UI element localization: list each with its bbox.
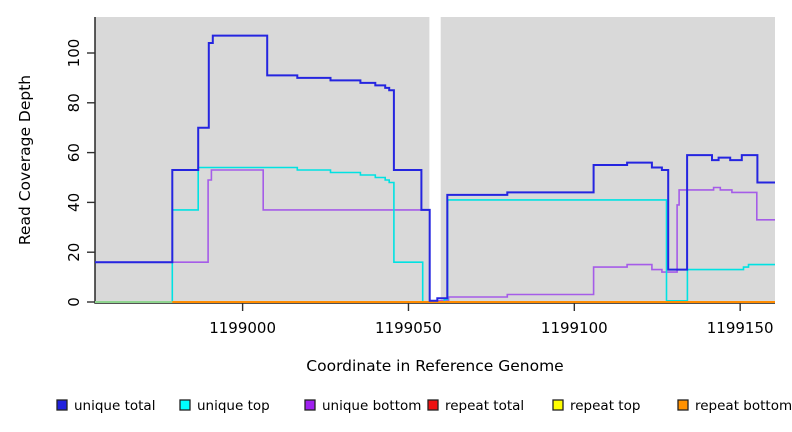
legend-item-unique-top: unique top bbox=[179, 398, 270, 414]
legend-swatch-unique-bottom bbox=[304, 399, 316, 411]
y-tick-label: 80 bbox=[65, 93, 83, 112]
x-tick-label: 1199050 bbox=[375, 319, 442, 337]
y-tick-label: 20 bbox=[65, 243, 83, 262]
legend-label: unique bottom bbox=[322, 398, 421, 414]
legend-label: unique total bbox=[74, 398, 155, 414]
legend-swatch-repeat-total bbox=[427, 399, 439, 411]
legend-item-unique-total: unique total bbox=[56, 398, 155, 414]
legend-item-repeat-top: repeat top bbox=[552, 398, 640, 414]
y-tick-label: 0 bbox=[65, 297, 83, 307]
y-tick-label: 40 bbox=[65, 193, 83, 212]
x-tick-label: 1199100 bbox=[541, 319, 608, 337]
legend: unique total unique top unique bottom repea… bbox=[56, 398, 792, 414]
legend-label: unique top bbox=[197, 398, 270, 414]
legend-item-unique-bottom: unique bottom bbox=[304, 398, 421, 414]
legend-item-repeat-bottom: repeat bottom bbox=[677, 398, 792, 414]
legend-swatch-repeat-top bbox=[552, 399, 564, 411]
legend-label: repeat total bbox=[445, 398, 524, 414]
legend-item-repeat-total: repeat total bbox=[427, 398, 524, 414]
y-axis-label: Read Coverage Depth bbox=[16, 75, 34, 245]
plot-area: 0 20 40 60 80 100 1199000 1199050 1199100 1199150 bbox=[65, 17, 775, 337]
legend-swatch-unique-top bbox=[179, 399, 191, 411]
series-unique-bottom bbox=[95, 169, 775, 302]
series-unique-top bbox=[95, 166, 775, 303]
no-data-gap-band bbox=[429, 17, 441, 302]
legend-swatch-repeat-bottom bbox=[677, 399, 689, 411]
y-tick-label: 60 bbox=[65, 143, 83, 162]
x-tick-label: 1199150 bbox=[707, 319, 774, 337]
legend-swatch-unique-total bbox=[56, 399, 68, 411]
x-axis-label: Coordinate in Reference Genome bbox=[306, 357, 563, 375]
legend-label: repeat top bbox=[570, 398, 640, 414]
series-unique-total bbox=[95, 34, 775, 302]
legend-label: repeat bottom bbox=[695, 398, 792, 414]
y-tick-label: 100 bbox=[65, 39, 83, 68]
x-tick-label: 1199000 bbox=[209, 319, 276, 337]
